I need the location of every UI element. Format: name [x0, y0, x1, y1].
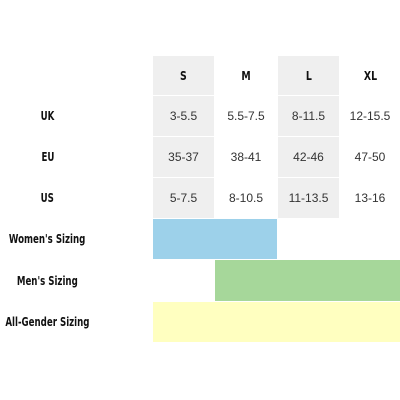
band-label-all-gender: All-Gender Sizing — [5, 315, 90, 329]
size-cell-us-xl: 13-16 — [354, 191, 386, 205]
row-label-eu: EU — [41, 150, 54, 164]
band-label-mens: Men's Sizing — [17, 273, 78, 288]
column-header-xl: XL — [363, 68, 377, 83]
womens-sizing-bar — [153, 219, 277, 259]
size-cell-eu-l: 42-46 — [278, 137, 339, 177]
mens-sizing-bar — [215, 260, 400, 301]
size-cell-uk-m: 5.5-7.5 — [227, 109, 265, 123]
size-cell-uk-s: 3-5.5 — [153, 96, 214, 136]
size-cell-eu-xl: 47-50 — [354, 150, 386, 164]
size-cell-us-m: 8-10.5 — [228, 191, 264, 205]
size-cell-uk-xl: 12-15.5 — [349, 109, 391, 123]
size-cell-eu-m: 38-41 — [230, 150, 262, 164]
size-cell-us-s: 5-7.5 — [153, 178, 214, 218]
size-cell-us-l: 11-13.5 — [278, 178, 339, 218]
band-label-womens: Women's Sizing — [9, 232, 86, 246]
column-header-m: M — [241, 68, 251, 83]
all-gender-sizing-bar — [153, 302, 400, 342]
row-label-uk: UK — [40, 109, 55, 123]
column-header-l: L — [278, 56, 339, 95]
column-header-s: S — [153, 56, 214, 95]
size-cell-eu-s: 35-37 — [153, 137, 214, 177]
row-label-us: US — [40, 191, 55, 205]
size-cell-uk-l: 8-11.5 — [278, 96, 339, 136]
